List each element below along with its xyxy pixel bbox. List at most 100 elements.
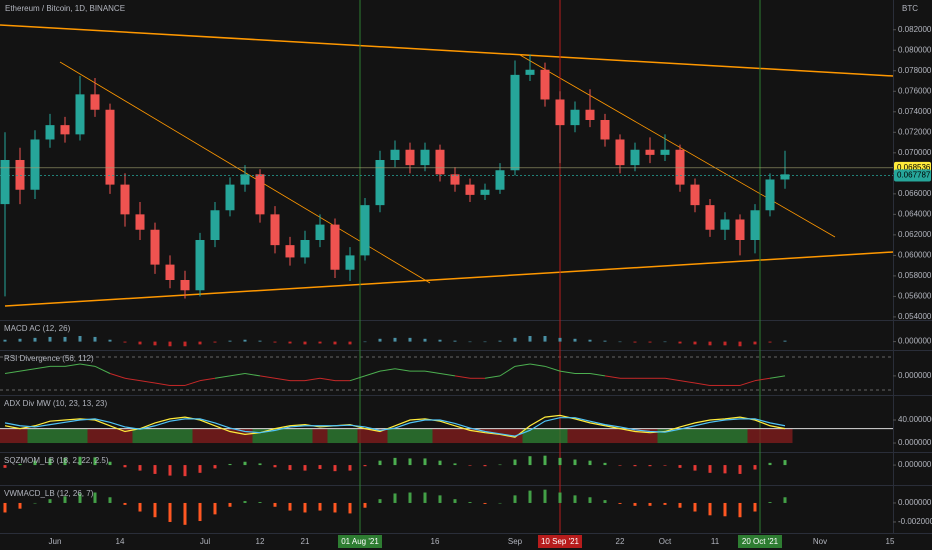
candle-body (300, 240, 310, 258)
pane-separators (0, 0, 932, 534)
x-tick-label: 12 (256, 537, 265, 546)
histogram-bar (738, 465, 742, 474)
histogram-bar (783, 497, 787, 503)
candle-body (120, 184, 130, 215)
histogram-bar (768, 502, 772, 503)
histogram-bar (693, 341, 697, 345)
x-tick-label: 10 Sep '21 (541, 537, 580, 546)
histogram-bar (633, 465, 637, 467)
trend-band (342, 428, 358, 444)
trend-band (357, 428, 373, 444)
oscillator-segment (424, 370, 441, 374)
oscillator-segment (529, 363, 546, 367)
histogram-bar (228, 463, 232, 466)
histogram-bar (153, 465, 157, 474)
histogram-bar (468, 465, 472, 466)
candle-body (375, 160, 385, 206)
histogram-bar (543, 455, 547, 466)
y-tick-label: 0.078000 (898, 66, 932, 75)
histogram-bar (303, 465, 307, 471)
histogram-bar (78, 456, 82, 466)
histogram-bar (393, 457, 397, 466)
trend-band (72, 428, 88, 444)
oscillator-segment (154, 382, 171, 386)
pane-title: RSI Divergence (56, 112) (4, 354, 94, 363)
histogram-bar (453, 340, 457, 342)
candle-body (330, 224, 340, 270)
histogram-bar (423, 338, 427, 342)
oscillator-segment (79, 363, 96, 367)
histogram-bar (3, 465, 7, 468)
trend-band (402, 428, 418, 444)
x-tick-label: 21 (301, 537, 310, 546)
oscillator-segment (739, 380, 756, 386)
histogram-bar (63, 336, 67, 342)
currency: BTC (902, 4, 918, 13)
y-tick-label: 0.066000 (898, 189, 932, 198)
histogram-bar (108, 339, 112, 342)
histogram-bar (123, 465, 127, 468)
x-tick-label: Oct (659, 537, 672, 546)
histogram-bar (513, 495, 517, 503)
histogram-bar (723, 465, 727, 474)
y-tick-label: 0.060000 (898, 250, 932, 259)
y-tick-label: 0.000000 (898, 498, 932, 507)
y-tick-label: 0.074000 (898, 107, 932, 116)
trend-band (177, 428, 193, 444)
trend-band (492, 428, 508, 444)
histogram-bar (78, 493, 82, 503)
y-tick-label: 0.082000 (898, 25, 932, 34)
candle-body (480, 189, 490, 195)
pane-title: ADX Div MW (10, 23, 13, 23) (4, 399, 107, 408)
x-tick-label: 14 (116, 537, 125, 546)
trend-band (57, 428, 73, 444)
oscillator-segment (349, 375, 366, 382)
histogram-bar (288, 465, 292, 471)
adx-line (4, 417, 786, 437)
pane-title: VWMACD_LB (12, 26, 7) (4, 489, 94, 498)
histogram-bar (573, 459, 577, 466)
histogram-bar (303, 341, 307, 345)
histogram-bar (528, 456, 532, 466)
y-tick-label: 0.076000 (898, 86, 932, 95)
histogram-bar (663, 465, 667, 466)
trend-band (462, 428, 478, 444)
x-tick-label: Nov (813, 537, 827, 546)
oscillator-segment (694, 382, 711, 386)
histogram-bar (153, 502, 157, 518)
histogram-bar (708, 341, 712, 346)
trend-band (147, 428, 163, 444)
candle-body (525, 69, 535, 75)
price-label-bg (894, 169, 931, 182)
histogram-bar (618, 341, 622, 343)
histogram-bar (543, 336, 547, 342)
candle-body (210, 210, 220, 240)
histogram-bar (168, 465, 172, 476)
y-tick-label: 0.000000 (898, 337, 932, 346)
candle-body (645, 149, 655, 155)
histogram-bar (348, 341, 352, 345)
y-tick-label: -0.002000 (898, 517, 932, 526)
histogram-bar (198, 502, 202, 522)
x-label-bg (738, 535, 782, 548)
histogram-bar (108, 497, 112, 503)
histogram-bar (273, 502, 277, 507)
trend-band (387, 428, 403, 444)
candle-body (150, 229, 160, 265)
candle-body (345, 255, 355, 270)
oscillator-segment (589, 373, 606, 377)
histogram-bar (243, 461, 247, 466)
histogram-bar (708, 465, 712, 473)
histogram-bar (438, 495, 442, 503)
histogram-bar (78, 336, 82, 342)
histogram-bar (408, 458, 412, 466)
trend-band (717, 428, 733, 444)
oscillator-segment (109, 373, 126, 379)
trend-band (297, 428, 313, 444)
candle-body (465, 184, 475, 195)
histogram-bar (573, 338, 577, 342)
histogram-bar (573, 495, 577, 503)
histogram-bar (438, 460, 442, 466)
histogram-bar (348, 502, 352, 514)
